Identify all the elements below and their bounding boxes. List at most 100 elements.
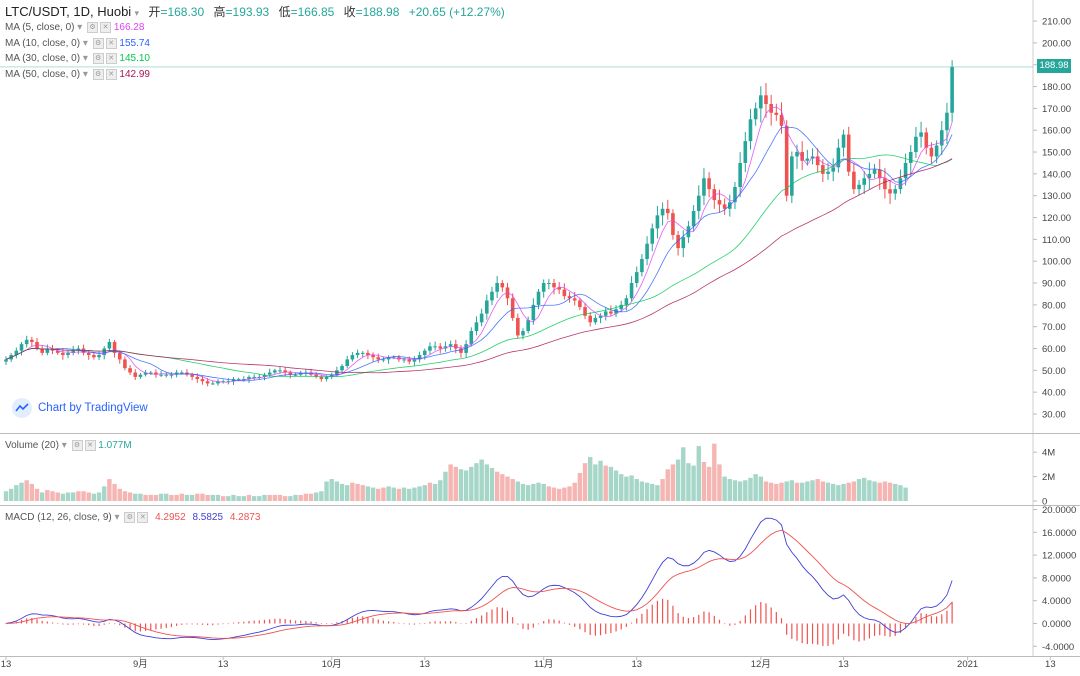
macd-hist-value: 4.2952: [155, 512, 186, 524]
volume-bar: [76, 491, 81, 501]
candle-body: [790, 156, 794, 196]
macd-hist-bar: [460, 623, 462, 625]
candle-body: [846, 134, 851, 172]
volume-bar: [686, 463, 691, 501]
close-icon[interactable]: ✕: [105, 53, 117, 64]
macd-hist-bar: [951, 601, 953, 624]
y-tick-label: 140.00: [1042, 169, 1071, 180]
volume-bar: [246, 494, 252, 501]
close-icon[interactable]: ✕: [105, 69, 117, 80]
macd-hist-bar: [605, 623, 607, 634]
close-icon[interactable]: ✕: [84, 440, 96, 451]
candle-body: [774, 112, 779, 115]
candle-body: [376, 357, 381, 360]
settings-icon[interactable]: ⚙: [87, 22, 99, 33]
macd-hist-bar: [651, 604, 653, 624]
legend-ma50[interactable]: MA (50, close, 0) ▾ ⚙ ✕ 142.99: [5, 69, 150, 81]
candle-body: [950, 66, 954, 113]
settings-icon[interactable]: ⚙: [92, 53, 104, 64]
macd-hist-bar: [382, 620, 385, 624]
close-icon[interactable]: ✕: [137, 512, 149, 523]
candle-body: [898, 178, 903, 190]
settings-icon[interactable]: ⚙: [92, 38, 104, 49]
candle-body: [453, 344, 458, 349]
candle-body: [355, 352, 360, 356]
y-tick-label: 200.00: [1042, 38, 1071, 49]
macd-hist-bar: [672, 605, 674, 624]
volume-bar: [386, 486, 391, 501]
macd-hist-bar: [615, 623, 617, 632]
x-tick-label: 13: [218, 659, 229, 670]
macd-hist-bar: [315, 622, 317, 624]
macd-hist-bar: [165, 623, 167, 628]
candle-body: [836, 147, 841, 168]
candle-body: [45, 348, 50, 353]
macd-hist-bar: [82, 623, 85, 625]
legend-ma10[interactable]: MA (10, close, 0) ▾ ⚙ ✕ 155.74: [5, 38, 150, 50]
candle-body: [200, 379, 205, 382]
y-tick-label: 60.00: [1042, 344, 1066, 355]
candle-body: [939, 130, 944, 146]
candle-body: [619, 304, 624, 310]
symbol-title[interactable]: LTC/USDT, 1D, Huobi: [5, 4, 132, 19]
macd-hist-bar: [176, 623, 178, 626]
x-tick-label: 2021: [957, 659, 978, 670]
settings-icon[interactable]: ⚙: [92, 69, 104, 80]
macd-hist-bar: [196, 623, 198, 625]
chevron-down-icon[interactable]: ▾: [134, 8, 140, 18]
volume-bar: [779, 482, 784, 501]
volume-bar: [675, 459, 681, 501]
legend-label: MA (50, close, 0): [5, 69, 81, 81]
macd-hist-bar: [367, 616, 369, 624]
volume-bar: [717, 464, 722, 501]
volume-bar: [562, 487, 567, 501]
candle-body: [624, 298, 629, 305]
legend-volume[interactable]: Volume (20) ▾ ⚙ ✕ 1.077M: [5, 440, 132, 452]
volume-bar: [763, 481, 769, 501]
macd-hist-bar: [729, 623, 731, 626]
volume-bar: [644, 482, 650, 501]
change-value: +20.65 (+12.27%): [408, 5, 505, 19]
low-value: 166.85: [297, 5, 335, 19]
close-icon[interactable]: ✕: [105, 38, 117, 49]
macd-hist-bar: [424, 623, 426, 624]
y-tick-label: 160.00: [1042, 126, 1071, 137]
macd-hist-bar: [868, 623, 870, 639]
macd-hist-bar: [325, 623, 328, 625]
settings-icon[interactable]: ⚙: [124, 512, 136, 523]
macd-hist-bar: [372, 618, 374, 624]
legend-label: Volume (20): [5, 440, 59, 452]
volume-bar: [655, 485, 660, 501]
macd-hist-bar: [481, 615, 483, 624]
legend-macd[interactable]: MACD (12, 26, close, 9) ▾ ⚙ ✕ 4.2952 8.58…: [5, 512, 261, 524]
macd-hist-bar: [429, 621, 431, 624]
y-tick-label: 130.00: [1042, 191, 1071, 202]
x-tick-label: 13: [419, 659, 430, 670]
candle-body: [340, 365, 344, 371]
candle-body: [841, 134, 846, 148]
volume-bar: [613, 470, 619, 501]
volume-bar: [737, 481, 743, 501]
settings-icon[interactable]: ⚙: [71, 440, 83, 451]
volume-bar: [484, 464, 490, 501]
tradingview-badge[interactable]: Chart by TradingView: [12, 398, 148, 418]
legend-ma5[interactable]: MA (5, close, 0) ▾ ⚙ ✕ 166.28: [5, 22, 145, 34]
macd-hist-bar: [941, 614, 943, 624]
volume-bar: [169, 494, 174, 501]
volume-bar: [55, 492, 60, 501]
legend-ma30[interactable]: MA (30, close, 0) ▾ ⚙ ✕ 145.10: [5, 53, 150, 65]
candle-body: [640, 259, 644, 273]
volume-bar: [231, 494, 236, 501]
volume-bar: [525, 485, 531, 501]
candle-body: [634, 272, 639, 284]
close-icon[interactable]: ✕: [100, 22, 112, 33]
x-tick-label: 9月: [133, 659, 148, 670]
volume-bar: [582, 463, 588, 501]
macd-hist-bar: [625, 623, 627, 627]
candle-body: [945, 112, 949, 131]
volume-bar: [257, 496, 262, 501]
volume-bar: [670, 464, 676, 501]
volume-bar: [603, 465, 608, 501]
macd-hist-bar: [119, 623, 121, 626]
macd-line: [5, 517, 953, 641]
